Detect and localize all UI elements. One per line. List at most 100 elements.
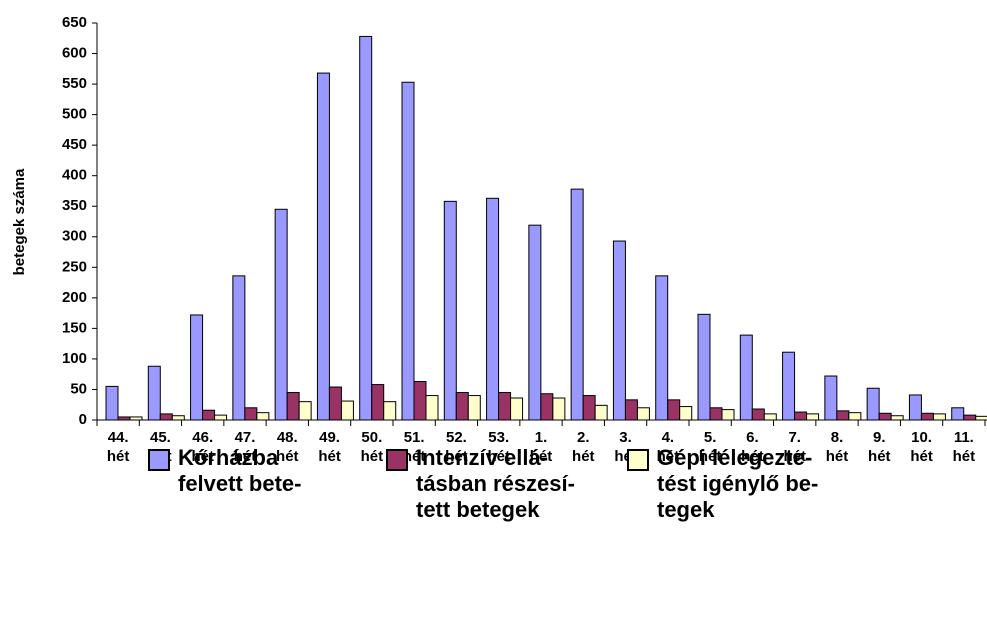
- bar: [316, 72, 330, 421]
- bar: [806, 413, 820, 421]
- bar: [667, 399, 681, 421]
- bar: [340, 400, 354, 421]
- x-tick-label: 48. hét: [276, 429, 299, 465]
- y-tick-label: 150: [62, 319, 87, 336]
- bar: [359, 35, 373, 421]
- bar: [848, 412, 862, 421]
- bar: [371, 384, 385, 421]
- bar: [932, 413, 946, 421]
- bar: [920, 412, 934, 421]
- bar: [147, 365, 161, 421]
- bar: [171, 415, 185, 421]
- legend-label: Kórházba felvett bete-: [178, 445, 302, 496]
- legend-label: Intenzív ellá- tásban részesí- tett bete…: [416, 445, 575, 522]
- y-tick-label: 300: [62, 228, 87, 245]
- bar: [721, 409, 735, 421]
- y-tick-label: 350: [62, 197, 87, 214]
- bar: [679, 406, 693, 421]
- x-tick-label: 53. hét: [487, 429, 510, 465]
- bar: [413, 381, 427, 421]
- x-tick-label: 50. hét: [360, 429, 384, 465]
- y-tick-label: 400: [62, 167, 87, 184]
- bar: [975, 415, 987, 421]
- bar: [383, 401, 397, 421]
- x-tick-label: 52. hét: [445, 429, 468, 465]
- legend-swatch: [386, 449, 408, 471]
- bar: [202, 409, 216, 421]
- bar: [951, 407, 965, 421]
- bar: [594, 404, 608, 421]
- bar: [244, 407, 258, 421]
- bar: [739, 334, 753, 421]
- bar: [528, 224, 542, 421]
- x-tick-label: 5. hét: [698, 429, 722, 465]
- legend-swatch: [627, 449, 649, 471]
- y-tick-label: 450: [62, 136, 87, 153]
- bar: [256, 412, 270, 421]
- bar: [570, 188, 584, 421]
- bar: [129, 416, 143, 421]
- bar: [751, 408, 765, 421]
- bar: [824, 375, 838, 421]
- legend-label: Gépi lélegezte- tést igénylő be- tegek: [657, 445, 819, 522]
- bar: [890, 415, 904, 421]
- bar: [582, 395, 596, 421]
- x-tick-label: 4. hét: [656, 429, 680, 465]
- bar: [963, 414, 977, 421]
- x-tick-label: 9. hét: [868, 429, 891, 465]
- y-tick-label: 650: [62, 14, 87, 31]
- bar: [763, 413, 777, 421]
- bar: [159, 413, 173, 421]
- bar: [794, 411, 808, 421]
- bar: [540, 393, 554, 421]
- y-tick-label: 200: [62, 289, 87, 306]
- x-tick-label: 8. hét: [825, 429, 849, 465]
- legend-swatch: [148, 449, 170, 471]
- x-tick-label: 49. hét: [318, 429, 341, 465]
- bar: [486, 197, 500, 421]
- x-tick-label: 46. hét: [191, 429, 214, 465]
- bar: [117, 416, 131, 421]
- bar: [782, 351, 796, 421]
- bar: [866, 387, 880, 421]
- bar: [328, 386, 342, 421]
- bar: [425, 395, 439, 421]
- y-tick-label: 550: [62, 75, 87, 92]
- y-tick-label: 600: [62, 45, 87, 62]
- bar: [286, 392, 300, 421]
- bar: [697, 313, 711, 421]
- bar: [401, 81, 415, 421]
- x-tick-label: 10. hét: [910, 429, 933, 465]
- y-tick-label: 500: [62, 106, 87, 123]
- bar: [443, 200, 457, 421]
- bar: [612, 240, 626, 421]
- x-tick-label: 51. hét: [402, 429, 426, 465]
- bar: [214, 414, 228, 421]
- bar: [552, 397, 566, 421]
- bar: [836, 410, 850, 421]
- bar: [709, 407, 723, 421]
- bar: [467, 395, 481, 421]
- bar: [908, 394, 922, 421]
- y-tick-label: 100: [62, 350, 87, 367]
- bar: [510, 397, 524, 421]
- bar: [298, 401, 312, 421]
- y-tick-label: 50: [70, 380, 87, 397]
- x-tick-label: 6. hét: [741, 429, 764, 465]
- bar: [455, 392, 469, 421]
- y-tick-label: 0: [79, 411, 87, 428]
- bar: [274, 208, 288, 421]
- bar: [232, 275, 246, 421]
- x-tick-label: 1. hét: [529, 429, 553, 465]
- x-tick-label: 7. hét: [783, 429, 806, 465]
- bar: [655, 275, 669, 421]
- x-tick-label: 2. hét: [572, 429, 595, 465]
- y-axis-label: betegek száma: [11, 168, 28, 275]
- x-tick-label: 44. hét: [106, 429, 130, 465]
- bar: [105, 385, 119, 421]
- bar: [190, 314, 204, 421]
- bar: [498, 392, 512, 421]
- y-tick-label: 250: [62, 258, 87, 275]
